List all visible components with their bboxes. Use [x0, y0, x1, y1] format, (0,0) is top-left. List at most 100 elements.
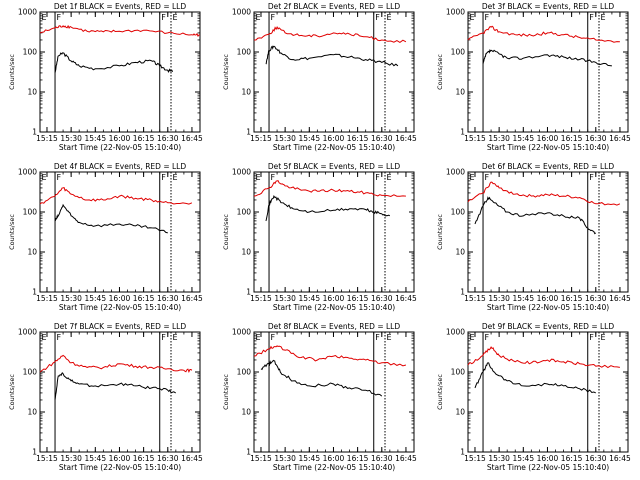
time-marker-label: F [485, 173, 490, 182]
y-tick-label: 1 [460, 288, 465, 297]
plot-frame [467, 171, 629, 293]
x-tick-label: 15:15 [250, 294, 272, 303]
x-tick-label: 16:30 [371, 134, 393, 143]
lld-series-line [254, 26, 407, 43]
x-axis-label: Start Time (22-Nov-05 15:10:40) [273, 303, 395, 312]
events-series-line [265, 194, 391, 222]
x-tick-label: 15:45 [298, 134, 320, 143]
x-tick-label: 16:00 [323, 134, 345, 143]
time-marker-label: E [387, 333, 392, 342]
plot-frame [39, 11, 201, 133]
y-tick-label: 1000 [232, 8, 251, 17]
x-tick-label: 16:45 [609, 294, 631, 303]
y-tick-label: 100 [237, 208, 252, 217]
x-tick-label: 16:45 [609, 134, 631, 143]
time-marker-label: E [42, 13, 47, 22]
lld-series-line [253, 345, 407, 367]
y-tick-label: 100 [23, 48, 38, 57]
x-tick-label: 16:00 [537, 294, 559, 303]
time-marker-label: E [387, 173, 392, 182]
y-tick-label: 1000 [232, 168, 251, 177]
x-tick-label: 16:00 [109, 294, 131, 303]
time-marker-label: E [173, 333, 178, 342]
events-series-line [260, 359, 383, 397]
y-tick-label: 10 [455, 248, 465, 257]
y-axis-label: Counts/sec [8, 374, 16, 410]
time-marker-label: E [173, 13, 178, 22]
time-marker-label: F [57, 333, 62, 342]
y-tick-label: 1000 [446, 8, 465, 17]
y-tick-label: 100 [23, 208, 38, 217]
lld-series-line [467, 346, 620, 369]
time-marker-label: F [57, 173, 62, 182]
y-tick-label: 1 [32, 128, 37, 137]
y-tick-label: 1 [460, 128, 465, 137]
time-marker-label: E [470, 173, 475, 182]
y-tick-label: 100 [23, 368, 38, 377]
x-tick-label: 15:30 [60, 454, 82, 463]
x-tick-label: 16:15 [133, 134, 155, 143]
events-series-line [482, 49, 612, 67]
x-tick-label: 16:45 [609, 454, 631, 463]
y-tick-label: 10 [241, 408, 251, 417]
y-tick-label: 100 [451, 208, 466, 217]
chart-title: Det 2f BLACK = Events, RED = LLD [268, 2, 401, 11]
time-marker-label: F [589, 173, 594, 182]
lld-series-line [39, 24, 201, 38]
chart-title: Det 4f BLACK = Events, RED = LLD [54, 162, 187, 171]
lld-series-line [467, 181, 621, 206]
chart-panel-5: Det 5f BLACK = Events, RED = LLD 1 10 100 10… [222, 162, 417, 312]
time-marker-label: E [470, 13, 475, 22]
x-tick-label: 16:00 [109, 454, 131, 463]
lld-series-line [39, 354, 193, 373]
y-tick-label: 1 [460, 448, 465, 457]
time-marker-label: E [173, 173, 178, 182]
y-tick-label: 1000 [446, 168, 465, 177]
x-tick-label: 15:30 [60, 294, 82, 303]
events-series-line [265, 45, 399, 67]
x-tick-label: 16:00 [537, 454, 559, 463]
x-tick-label: 16:15 [133, 454, 155, 463]
y-tick-label: 100 [237, 368, 252, 377]
x-tick-label: 16:45 [181, 134, 203, 143]
y-tick-label: 10 [241, 88, 251, 97]
x-tick-label: 16:15 [347, 134, 369, 143]
x-tick-label: 15:15 [36, 294, 58, 303]
x-tick-label: 16:00 [109, 134, 131, 143]
time-marker-label: E [256, 333, 261, 342]
x-tick-label: 15:30 [488, 454, 510, 463]
time-marker-label: F [161, 13, 166, 22]
chart-title: Det 9f BLACK = Events, RED = LLD [482, 322, 615, 331]
x-axis-label: Start Time (22-Nov-05 15:10:40) [59, 463, 181, 472]
y-axis-label: Counts/sec [222, 374, 230, 410]
y-tick-label: 100 [451, 48, 466, 57]
events-series-line [54, 52, 174, 74]
x-tick-label: 15:45 [512, 134, 534, 143]
y-tick-label: 10 [455, 88, 465, 97]
y-tick-label: 100 [451, 368, 466, 377]
chart-title: Det 8f BLACK = Events, RED = LLD [268, 322, 401, 331]
x-tick-label: 15:15 [464, 134, 486, 143]
y-tick-label: 10 [27, 248, 37, 257]
x-tick-label: 15:45 [298, 294, 320, 303]
y-tick-label: 10 [455, 408, 465, 417]
chart-panel-8: Det 8f BLACK = Events, RED = LLD 1 10 100 10… [222, 322, 417, 472]
x-axis-label: Start Time (22-Nov-05 15:10:40) [59, 303, 181, 312]
x-tick-label: 15:15 [36, 134, 58, 143]
chart-panel-9: Det 9f BLACK = Events, RED = LLD 1 10 100 10… [436, 322, 631, 472]
x-axis-label: Start Time (22-Nov-05 15:10:40) [59, 143, 181, 152]
x-tick-label: 15:15 [464, 454, 486, 463]
time-marker-label: F [271, 173, 276, 182]
y-axis-label: Counts/sec [436, 54, 444, 90]
x-tick-label: 15:30 [274, 294, 296, 303]
chart-panel-4: Det 4f BLACK = Events, RED = LLD 1 10 100 10… [8, 162, 203, 312]
plot-frame [253, 331, 415, 453]
time-marker-label: E [601, 173, 606, 182]
x-tick-label: 15:30 [60, 134, 82, 143]
x-tick-label: 15:30 [274, 454, 296, 463]
chart-title: Det 6f BLACK = Events, RED = LLD [482, 162, 615, 171]
y-tick-label: 10 [241, 248, 251, 257]
y-tick-label: 1 [32, 288, 37, 297]
y-tick-label: 1 [32, 448, 37, 457]
events-series-line [54, 203, 168, 234]
